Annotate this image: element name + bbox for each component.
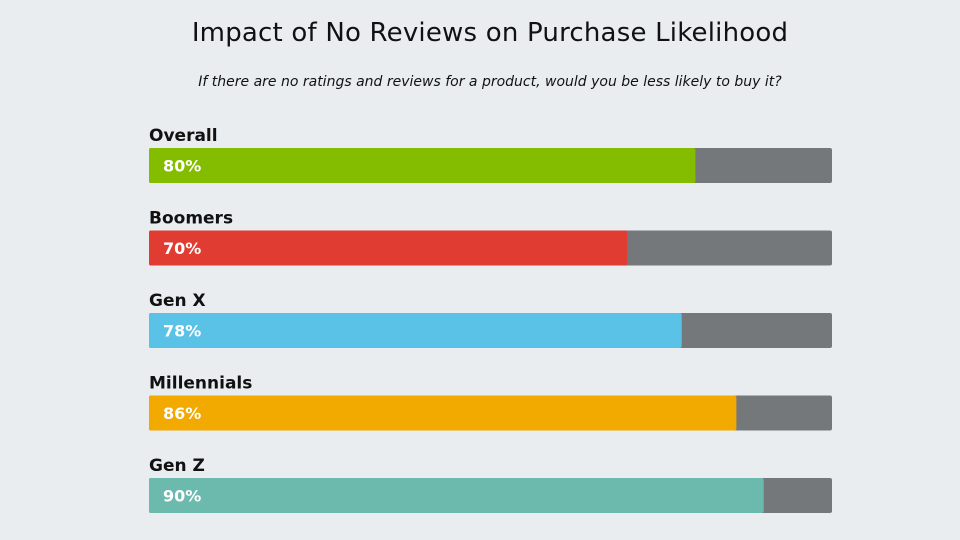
category-label-gen-z: Gen Z — [149, 456, 205, 476]
value-label-millennials: 86% — [163, 404, 201, 423]
category-label-gen-x: Gen X — [149, 291, 206, 311]
value-label-overall: 80% — [163, 157, 201, 176]
bar-boomers — [149, 230, 628, 266]
value-label-boomers: 70% — [163, 239, 201, 258]
chart-title: Impact of No Reviews on Purchase Likelih… — [191, 18, 789, 48]
value-label-gen-x: 78% — [163, 322, 201, 341]
bar-overall — [149, 148, 696, 183]
value-label-gen-z: 90% — [163, 487, 201, 506]
category-label-overall: Overall — [149, 126, 218, 146]
category-label-boomers: Boomers — [149, 209, 233, 229]
bar-millennials — [149, 395, 737, 431]
bar-gen-x — [149, 313, 682, 348]
bar-gen-z — [149, 478, 764, 513]
category-label-millennials: Millennials — [149, 374, 252, 394]
chart-subtitle: If there are no ratings and reviews for … — [198, 74, 782, 90]
